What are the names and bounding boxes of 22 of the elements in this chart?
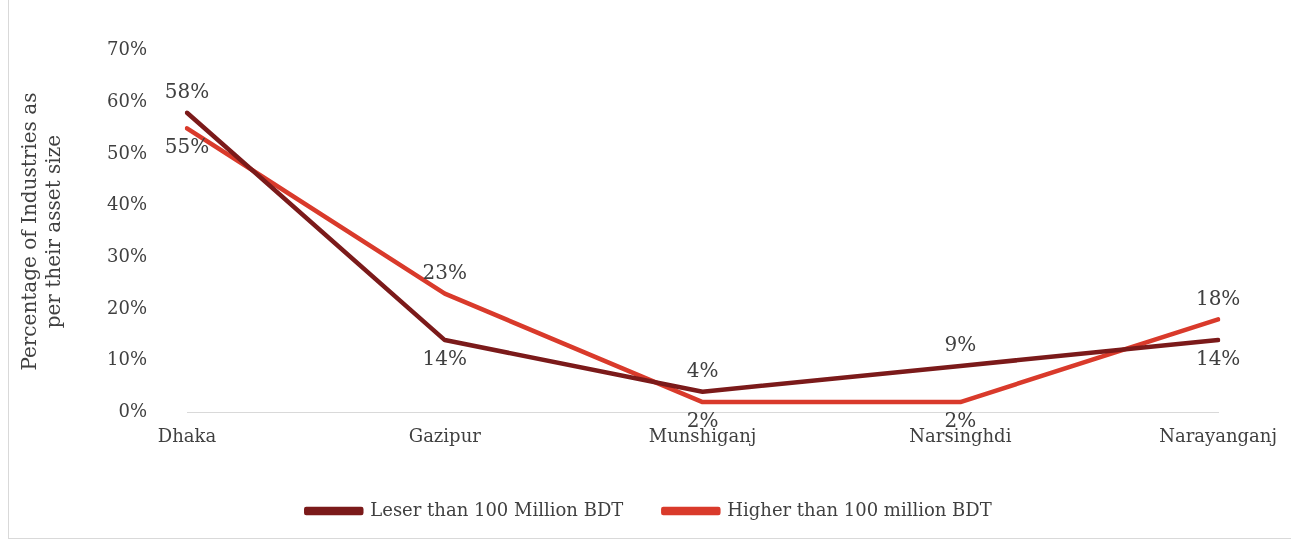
x-tick-label: Gazipur: [408, 424, 482, 446]
y-axis-title: Percentage of Industries as per their asset size: [17, 92, 66, 371]
y-tick-label: 50%: [106, 141, 148, 163]
y-tick-label: 60%: [106, 90, 148, 112]
data-label: 14%: [1195, 346, 1241, 371]
x-tick-label: Dhaka: [157, 424, 217, 446]
data-label: 23%: [422, 259, 468, 284]
y-tick-label: 20%: [106, 296, 148, 318]
data-label: 4%: [686, 357, 719, 382]
y-tick-label: 30%: [106, 245, 148, 267]
y-tick-label: 0%: [118, 400, 148, 422]
data-label: 14%: [422, 346, 468, 371]
data-label: 58%: [164, 78, 210, 103]
data-label: 9%: [944, 332, 977, 357]
legend-label: Leser than 100 Million BDT: [370, 498, 624, 520]
data-label: 18%: [1195, 285, 1241, 310]
legend-label: Higher than 100 million BDT: [727, 498, 992, 520]
y-tick-label: 40%: [106, 193, 148, 215]
x-tick-label: Narayanganj: [1159, 424, 1278, 446]
y-tick-label: 70%: [106, 38, 148, 60]
data-label: 55%: [164, 134, 210, 159]
y-tick-label: 10%: [106, 348, 148, 370]
